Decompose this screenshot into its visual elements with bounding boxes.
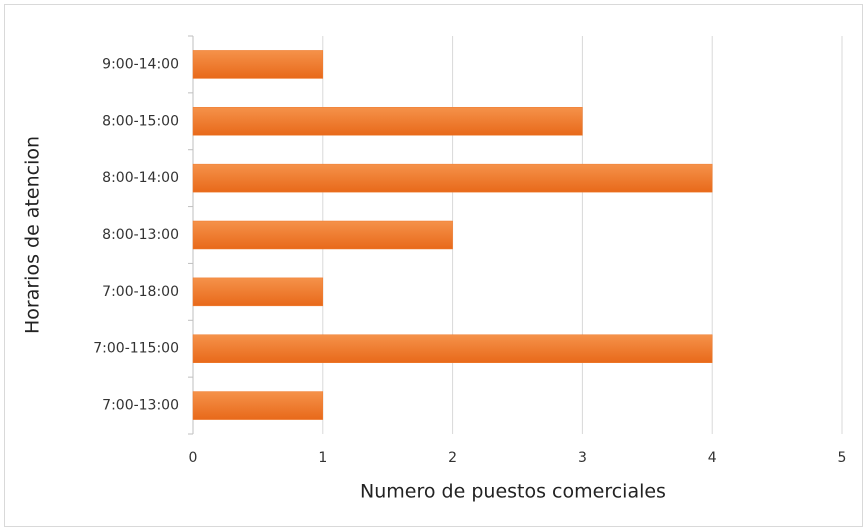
bar bbox=[192, 391, 324, 420]
x-tick-label: 1 bbox=[318, 450, 327, 466]
bar bbox=[192, 50, 324, 79]
y-tick-label: 8:00-14:00 bbox=[102, 170, 179, 186]
chart-border bbox=[4, 4, 863, 527]
bar bbox=[192, 107, 583, 136]
bar bbox=[192, 163, 713, 193]
x-axis-title: Numero de puestos comerciales bbox=[360, 481, 666, 503]
y-tick-label: 8:00-15:00 bbox=[102, 113, 179, 129]
y-tick-label: 7:00-18:00 bbox=[102, 284, 179, 300]
y-tick-label: 8:00-13:00 bbox=[102, 227, 179, 243]
bar bbox=[192, 334, 713, 363]
y-axis-title: Horarios de atencion bbox=[22, 136, 44, 334]
x-tick-label: 2 bbox=[448, 450, 457, 466]
x-tick-label: 3 bbox=[578, 450, 587, 466]
bar bbox=[192, 277, 324, 307]
x-tick-label: 0 bbox=[189, 450, 198, 466]
x-tick-label: 5 bbox=[838, 450, 847, 466]
bar bbox=[192, 220, 453, 250]
y-tick-label: 7:00-115:00 bbox=[93, 341, 179, 357]
x-tick-label: 4 bbox=[708, 450, 717, 466]
y-tick-label: 7:00-13:00 bbox=[102, 398, 179, 414]
y-tick-label: 9:00-14:00 bbox=[102, 56, 179, 72]
